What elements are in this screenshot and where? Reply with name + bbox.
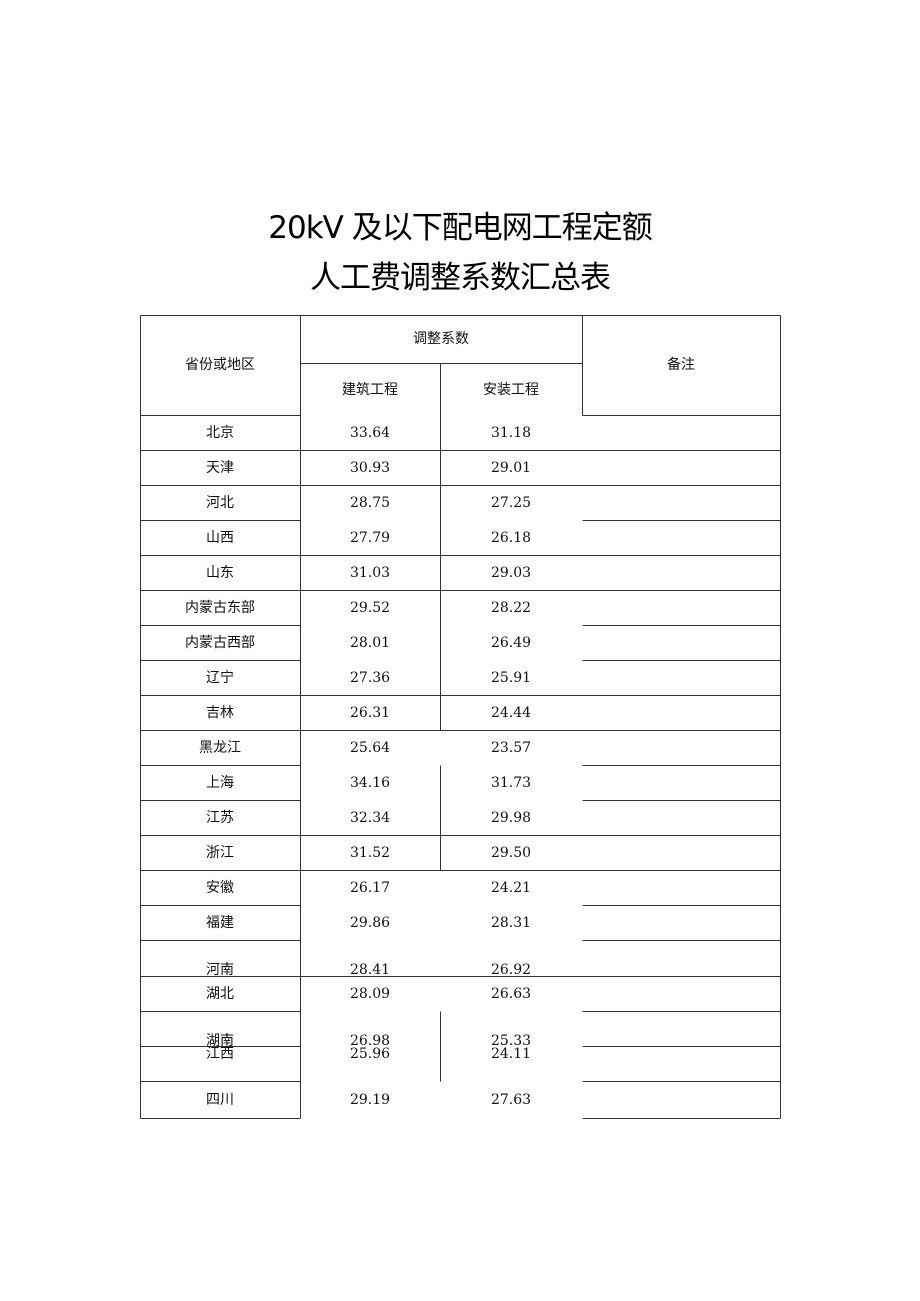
cell-installation: 25.91: [490, 669, 532, 686]
cell-region: 湖北: [206, 985, 234, 1002]
cell-construction: 31.03: [349, 564, 391, 581]
cell-region: 黑龙江: [199, 739, 241, 756]
title-line-2: 人工费调整系数汇总表: [310, 260, 611, 296]
cell-region: 山东: [206, 564, 234, 581]
cell-construction: 25.64: [349, 739, 391, 756]
cell-region: 安徽: [206, 879, 234, 896]
title-line-1: 20kV 及以下配电网工程定额: [268, 210, 652, 246]
cell-region: 四川: [206, 1091, 234, 1108]
cell-region: 河北: [206, 494, 234, 511]
cell-construction: 27.36: [349, 669, 391, 686]
cell-installation: 29.01: [490, 459, 532, 476]
header-construction: 建筑工程: [342, 382, 398, 398]
cell-region: 吉林: [206, 704, 234, 721]
cell-installation: 25.33: [490, 1032, 532, 1049]
cell-installation: 28.22: [490, 599, 532, 616]
header-installation: 安装工程: [483, 382, 539, 398]
cell-construction: 28.09: [349, 985, 391, 1002]
cell-region: 福建: [206, 914, 234, 931]
cell-construction: 28.01: [349, 634, 391, 651]
cell-construction: 32.34: [349, 809, 391, 826]
header-region: 省份或地区: [185, 357, 255, 373]
cell-region: 内蒙古东部: [185, 599, 255, 616]
cell-installation: 31.73: [490, 774, 532, 791]
cell-construction: 29.52: [349, 599, 391, 616]
cell-region: 北京: [206, 424, 234, 441]
cell-construction: 27.79: [349, 529, 391, 546]
cell-installation: 26.92: [490, 962, 532, 978]
cell-installation: 24.44: [490, 704, 532, 721]
cell-installation: 28.31: [490, 914, 532, 931]
cell-construction: 26.98: [349, 1032, 391, 1049]
cell-region: 江苏: [206, 809, 234, 826]
cell-construction: 31.52: [349, 844, 391, 861]
cell-construction: 33.64: [349, 424, 391, 441]
header-remarks: 备注: [667, 357, 695, 373]
cell-construction: 26.17: [349, 879, 391, 896]
cell-installation: 29.50: [490, 844, 532, 861]
cell-region: 辽宁: [206, 669, 234, 686]
cell-installation: 29.98: [490, 809, 532, 826]
cell-construction: 34.16: [349, 774, 391, 791]
cell-region: 内蒙古西部: [185, 634, 255, 651]
cell-construction: 28.75: [349, 494, 391, 511]
cell-installation: 24.11: [490, 1045, 532, 1062]
cell-region: 天津: [206, 459, 234, 476]
cell-installation: 27.63: [490, 1091, 532, 1108]
cell-installation: 29.03: [490, 564, 532, 581]
cell-construction: 29.86: [349, 914, 391, 931]
cell-installation: 26.18: [490, 529, 532, 546]
cell-construction: 28.41: [349, 962, 391, 978]
cell-installation: 23.57: [490, 739, 532, 756]
cell-installation: 26.63: [490, 985, 532, 1002]
cell-region: 浙江: [206, 844, 234, 861]
cell-installation: 26.49: [490, 634, 532, 651]
cell-installation: 31.18: [490, 424, 532, 441]
cell-construction: 29.19: [349, 1091, 391, 1108]
cell-region: 江西: [206, 1045, 234, 1062]
cell-installation: 24.21: [490, 879, 532, 896]
cell-construction: 30.93: [349, 459, 391, 476]
cell-installation: 27.25: [490, 494, 532, 511]
header-coefficient: 调整系数: [413, 331, 469, 347]
cell-region: 河南: [206, 962, 234, 978]
cell-region: 山西: [206, 529, 234, 546]
cell-construction: 25.96: [349, 1045, 391, 1062]
cell-region: 湖南: [206, 1032, 234, 1049]
cell-construction: 26.31: [349, 704, 391, 721]
cell-region: 上海: [206, 774, 234, 791]
